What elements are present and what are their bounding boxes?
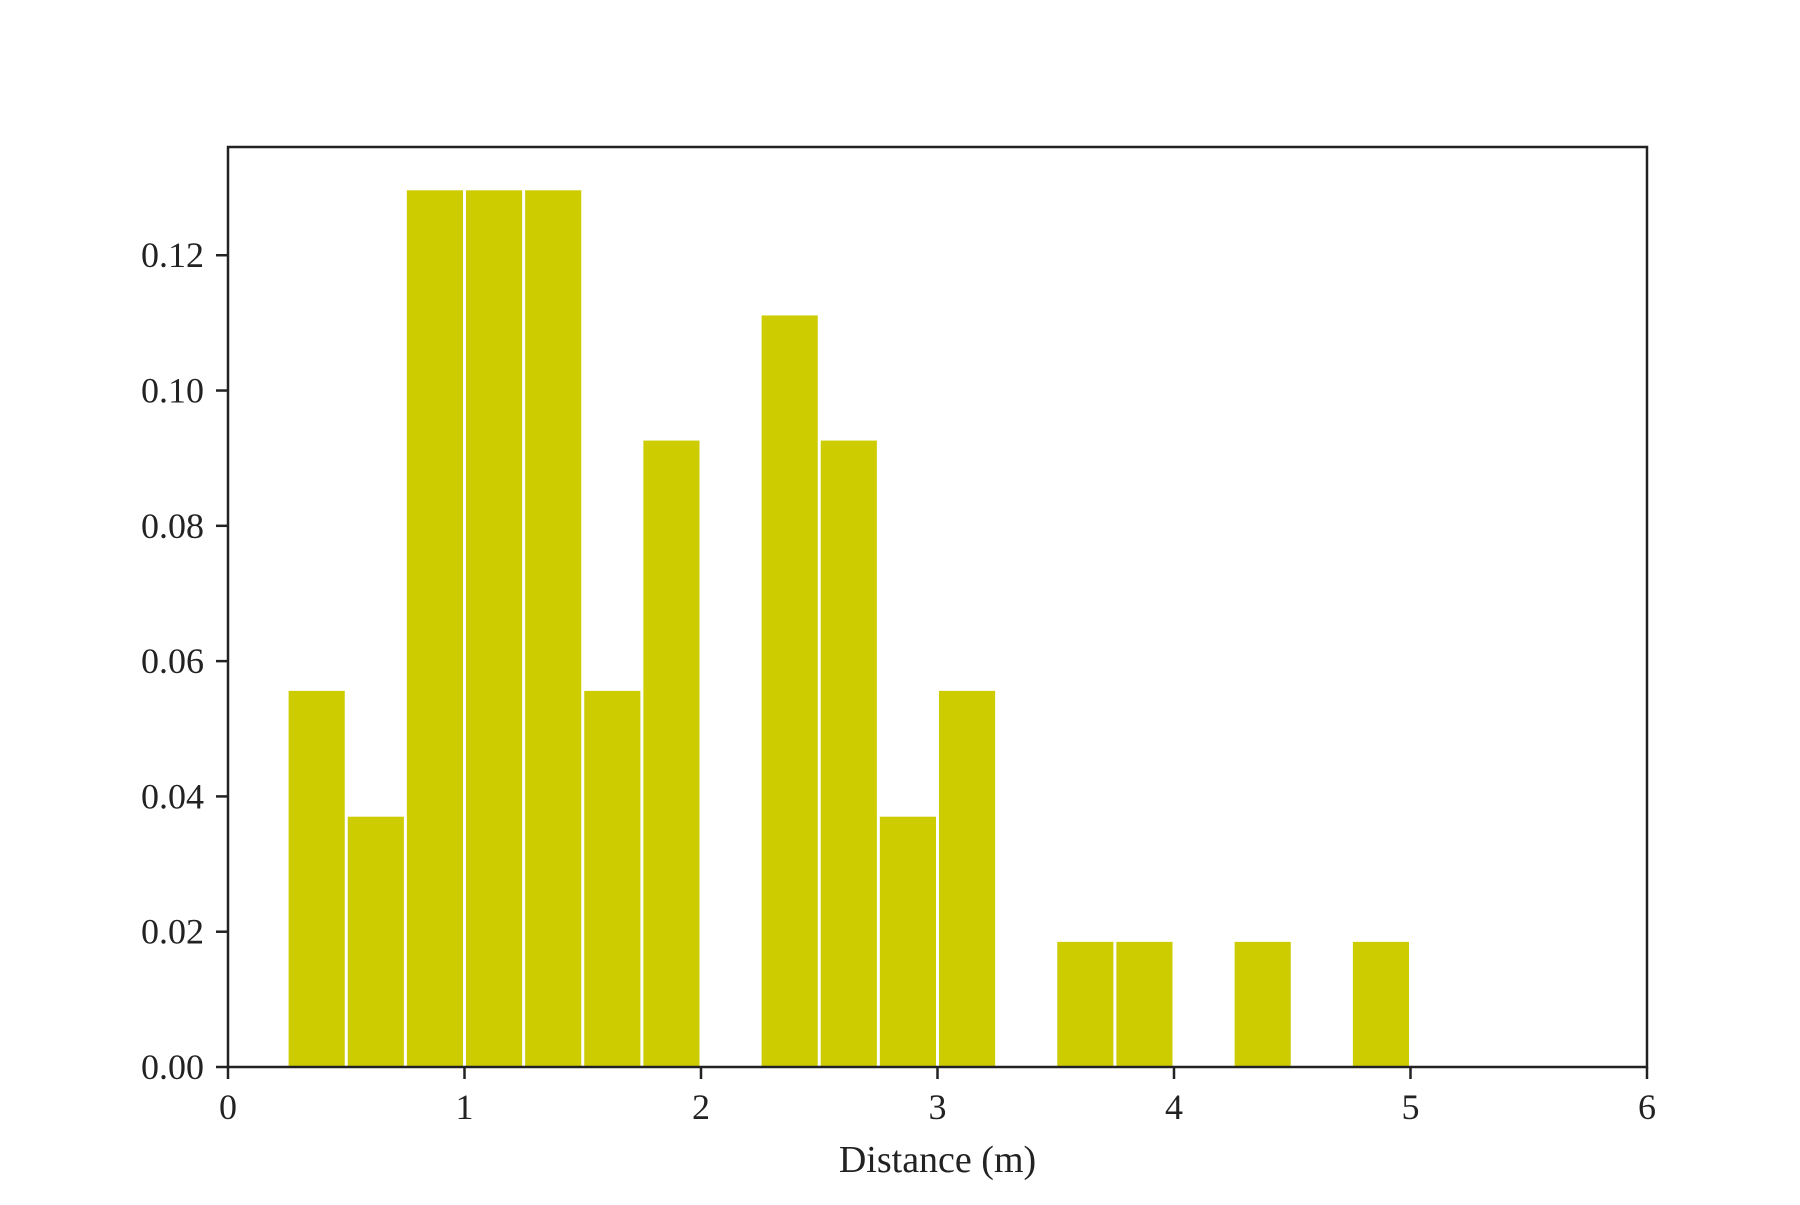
x-tick-label-6: 6 — [1638, 1087, 1656, 1127]
bar-10 — [939, 690, 996, 1067]
bar-1 — [347, 816, 404, 1067]
y-tick-label-0: 0.00 — [141, 1047, 204, 1087]
y-tick-label-6: 0.12 — [141, 235, 204, 275]
bar-12 — [1116, 941, 1173, 1067]
bar-8 — [820, 440, 877, 1067]
x-tick-label-4: 4 — [1165, 1087, 1183, 1127]
bar-14 — [1352, 941, 1409, 1067]
bar-6 — [643, 440, 700, 1067]
x-tick-label-1: 1 — [456, 1087, 474, 1127]
x-tick-label-3: 3 — [929, 1087, 947, 1127]
x-ticks: 0 1 2 3 4 5 6 — [219, 1067, 1656, 1127]
bar-7 — [761, 315, 818, 1067]
bar-9 — [879, 816, 936, 1067]
x-tick-label-2: 2 — [692, 1087, 710, 1127]
x-tick-label-0: 0 — [219, 1087, 237, 1127]
bar-4 — [525, 190, 582, 1067]
x-axis-label: Distance (m) — [839, 1139, 1036, 1181]
x-tick-label-5: 5 — [1402, 1087, 1420, 1127]
bars-layer — [288, 190, 1409, 1067]
bar-3 — [466, 190, 523, 1067]
y-tick-label-4: 0.08 — [141, 506, 204, 546]
bar-5 — [584, 690, 641, 1067]
bar-11 — [1057, 941, 1114, 1067]
y-tick-label-1: 0.02 — [141, 912, 204, 952]
y-tick-label-3: 0.06 — [141, 641, 204, 681]
bar-13 — [1234, 941, 1291, 1067]
y-tick-label-5: 0.10 — [141, 371, 204, 411]
bar-0 — [288, 690, 345, 1067]
y-tick-label-2: 0.04 — [141, 776, 204, 816]
bar-2 — [406, 190, 463, 1067]
y-ticks: 0.00 0.02 0.04 0.06 0.08 0.10 0.12 — [141, 235, 228, 1087]
